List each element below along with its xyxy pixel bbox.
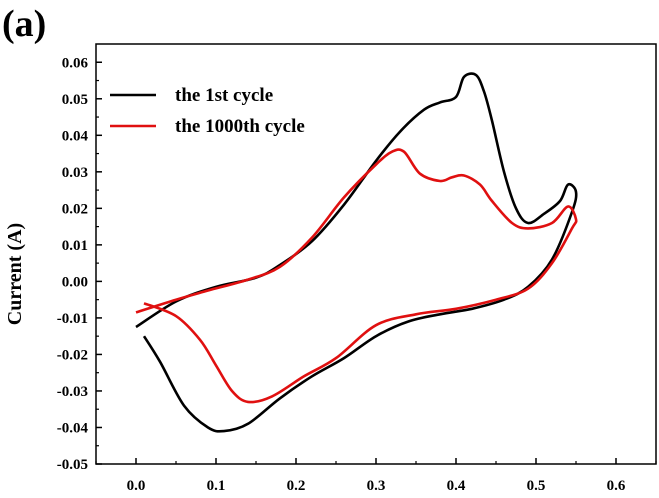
y-tick-label: -0.04 (57, 420, 89, 436)
series-line-2 (135, 148, 578, 404)
x-axis: 0.0 0.1 0.2 0.3 0.4 0.5 0.6 (95, 458, 657, 494)
x-tick-label: 0.5 (527, 478, 546, 494)
y-tick-label: 0.04 (62, 128, 89, 144)
y-tick-label: 0.00 (62, 274, 88, 290)
y-axis: 0.06 0.05 0.04 0.03 0.02 0.01 0.00 -0.01 -0.02 -0… (57, 55, 102, 473)
legend: the 1st cycle the 1000th cycle (110, 85, 305, 137)
plot-area (95, 43, 657, 465)
x-tick-label: 0.1 (207, 478, 226, 494)
y-tick-label: -0.03 (57, 384, 88, 400)
y-tick-label: -0.02 (57, 347, 88, 363)
y-axis-label: Current (A) (4, 223, 26, 325)
series-layer (135, 72, 578, 433)
y-tick-label: 0.05 (62, 92, 88, 108)
panel-label: (a) (2, 3, 46, 45)
x-tick-label: 0.4 (447, 478, 466, 494)
y-tick-label: 0.03 (62, 165, 88, 181)
x-tick-label: 0.3 (367, 478, 386, 494)
legend-label-1: the 1st cycle (175, 85, 273, 106)
y-tick-label: 0.06 (62, 55, 89, 71)
x-tick-label: 0.2 (287, 478, 306, 494)
x-tick-label: 0.6 (607, 478, 626, 494)
series-line-1 (135, 72, 578, 433)
y-tick-label: -0.01 (57, 311, 88, 327)
y-tick-label: 0.02 (62, 201, 88, 217)
y-tick-label: 0.01 (62, 238, 88, 254)
x-tick-label: 0.0 (127, 478, 146, 494)
legend-label-2: the 1000th cycle (175, 116, 305, 137)
y-tick-label: -0.05 (57, 457, 88, 473)
